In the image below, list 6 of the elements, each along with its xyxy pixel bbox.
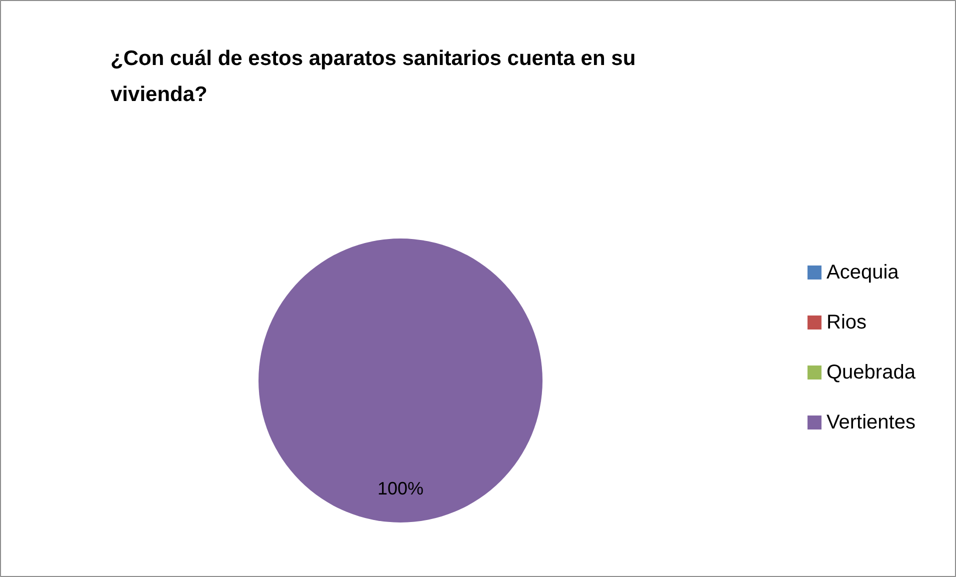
legend-label: Vertientes <box>826 412 916 434</box>
legend-label: Acequia <box>826 262 900 284</box>
chart-title: ¿Con cuál de estos aparatos sanitarios cuenta en su vivienda? <box>110 47 636 106</box>
legend-label: Rios <box>826 312 867 334</box>
data-label: 100% <box>377 478 424 498</box>
legend-label: Quebrada <box>826 362 916 384</box>
